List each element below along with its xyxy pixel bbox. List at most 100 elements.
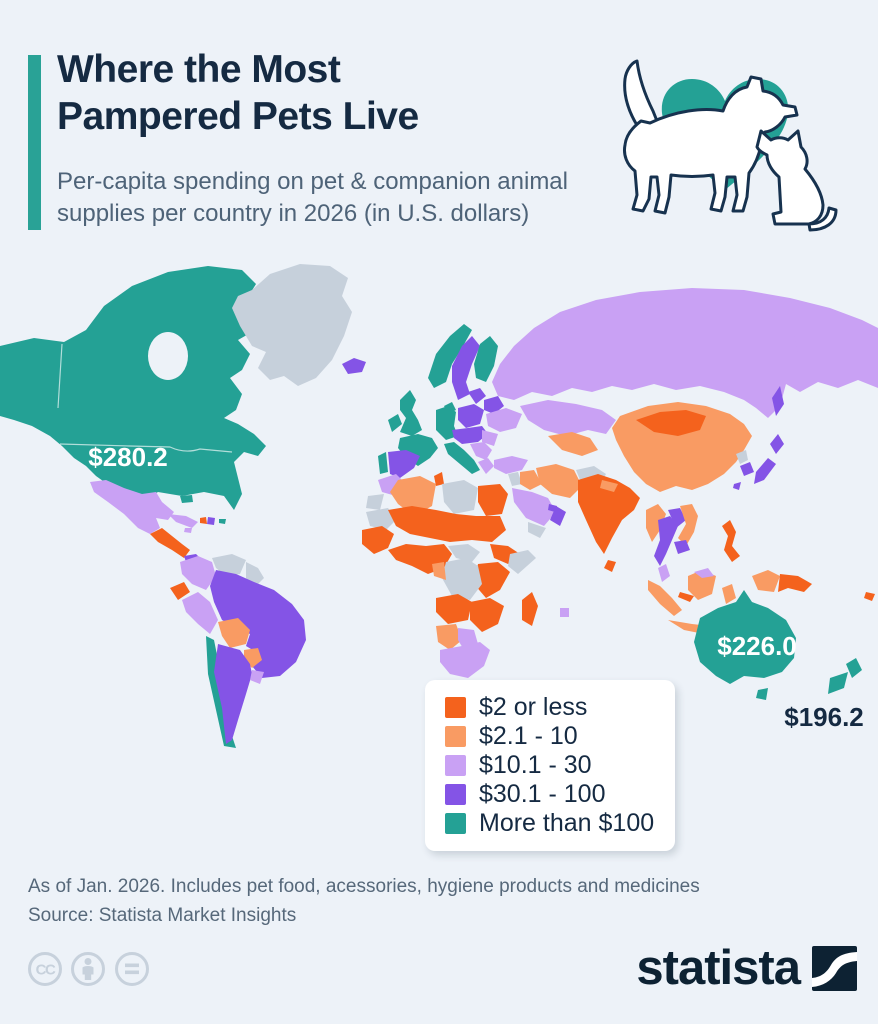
region-sahel [388,506,506,542]
region-spain [388,450,420,478]
region-mauritius [560,608,569,617]
legend-swatch-5 [445,813,466,834]
region-turkey [494,456,528,474]
region-romania-bulgaria [482,430,498,446]
legend-swatch-3 [445,755,466,776]
legend-label-5: More than $100 [479,809,655,837]
region-balkans [470,442,492,460]
region-central-america [150,528,190,558]
source-note: Source: Statista Market Insights [28,905,297,926]
region-mexico [90,480,174,534]
region-new-zealand-north [846,658,862,678]
region-uk [400,390,422,436]
region-papua-new-guinea [778,574,812,592]
region-baltics [468,388,486,404]
region-myanmar [646,504,666,542]
cat-tail-icon [807,206,838,232]
region-peru [182,592,218,634]
legend-label-4: $30.1 - 100 [479,780,606,808]
border-us-canada [59,443,233,453]
title-line-1: Where the Most [57,48,341,91]
region-philippines [722,520,740,562]
cc-license[interactable]: CC [26,950,151,993]
accent-bar [28,55,41,230]
legend-swatch-4 [445,784,466,805]
region-uae [548,504,557,512]
region-colombia [180,556,216,590]
region-iraq [520,470,542,490]
dog-icon [623,75,799,215]
legend-card: $2 or less $2.1 - 10 $10.1 - 30 $30.1 - … [425,680,675,851]
region-vietnam [678,504,698,546]
region-algeria [390,476,436,516]
page-subtitle: Per-capita spending on pet & companion a… [57,168,568,227]
region-western-sahara [366,494,384,510]
region-venezuela [212,554,246,576]
cc-icon[interactable]: CC [28,952,62,986]
region-west-papua [752,570,780,592]
hudson-bay [148,332,188,380]
legend-label-1: $2 or less [479,693,588,721]
legend-item: $10.1 - 30 [445,751,665,780]
region-japan-hokkaido [770,434,784,454]
region-uruguay [250,670,264,684]
region-uzbekistan-turkmenistan [548,432,598,456]
region-fiji [864,592,875,601]
region-norway [428,324,472,388]
region-australia [694,590,796,684]
region-belarus [484,396,504,414]
legend-item: $2 or less [445,693,665,722]
region-laos [668,508,686,528]
region-levant [508,472,522,486]
region-canada-usa [0,266,266,510]
region-cuba [168,514,198,528]
region-greece [478,458,494,474]
region-cambodia [674,540,690,554]
region-argentina [214,644,252,744]
region-india [578,474,640,554]
region-sulawesi [722,584,736,604]
region-mauritania [366,508,396,530]
region-saudi-arabia [512,488,556,526]
region-south-africa [440,642,490,678]
cc-nd-icon[interactable] [115,952,149,986]
region-jamaica [184,528,192,533]
cc-by-icon[interactable] [71,952,105,986]
page-title: Where the Most Pampered Pets Live [57,46,419,140]
region-malaysia [658,564,670,582]
statista-logo[interactable]: statista [636,941,857,995]
region-libya [442,480,478,514]
region-brazil [210,570,306,678]
region-south-korea [740,462,754,476]
region-sumatra [648,580,682,616]
statista-wordmark: statista [636,941,801,995]
region-angola [436,594,472,624]
region-gabon [432,562,446,580]
legend-item: $30.1 - 100 [445,780,665,809]
region-new-zealand-south [828,672,848,694]
region-sakhalin [772,386,784,416]
world-map: $280.2 $226.0 $196.2 [0,256,878,756]
map-value-new-zealand: $196.2 [784,702,864,732]
border-alaska-canada [57,343,63,409]
legend-item: $2.1 - 10 [445,722,665,751]
region-tunisia [434,472,444,486]
region-puerto-rico [219,519,226,524]
pets-illustration [595,35,855,240]
region-west-africa [362,526,394,554]
legend-item: More than $100 [445,809,665,838]
region-mongolia [636,410,706,436]
region-kenya-tanzania [474,562,510,598]
region-finland [474,336,498,382]
region-sri-lanka [604,560,616,572]
region-borneo [688,570,716,600]
legend-swatch-2 [445,726,466,747]
region-zambia-mozambique [470,598,504,632]
region-north-korea [736,450,748,464]
region-kazakhstan [520,400,616,436]
region-tasmania [756,688,768,700]
footnote: As of Jan. 2026. Includes pet food, aces… [28,876,700,897]
legend-swatch-1 [445,697,466,718]
region-japan-honshu [754,458,776,484]
